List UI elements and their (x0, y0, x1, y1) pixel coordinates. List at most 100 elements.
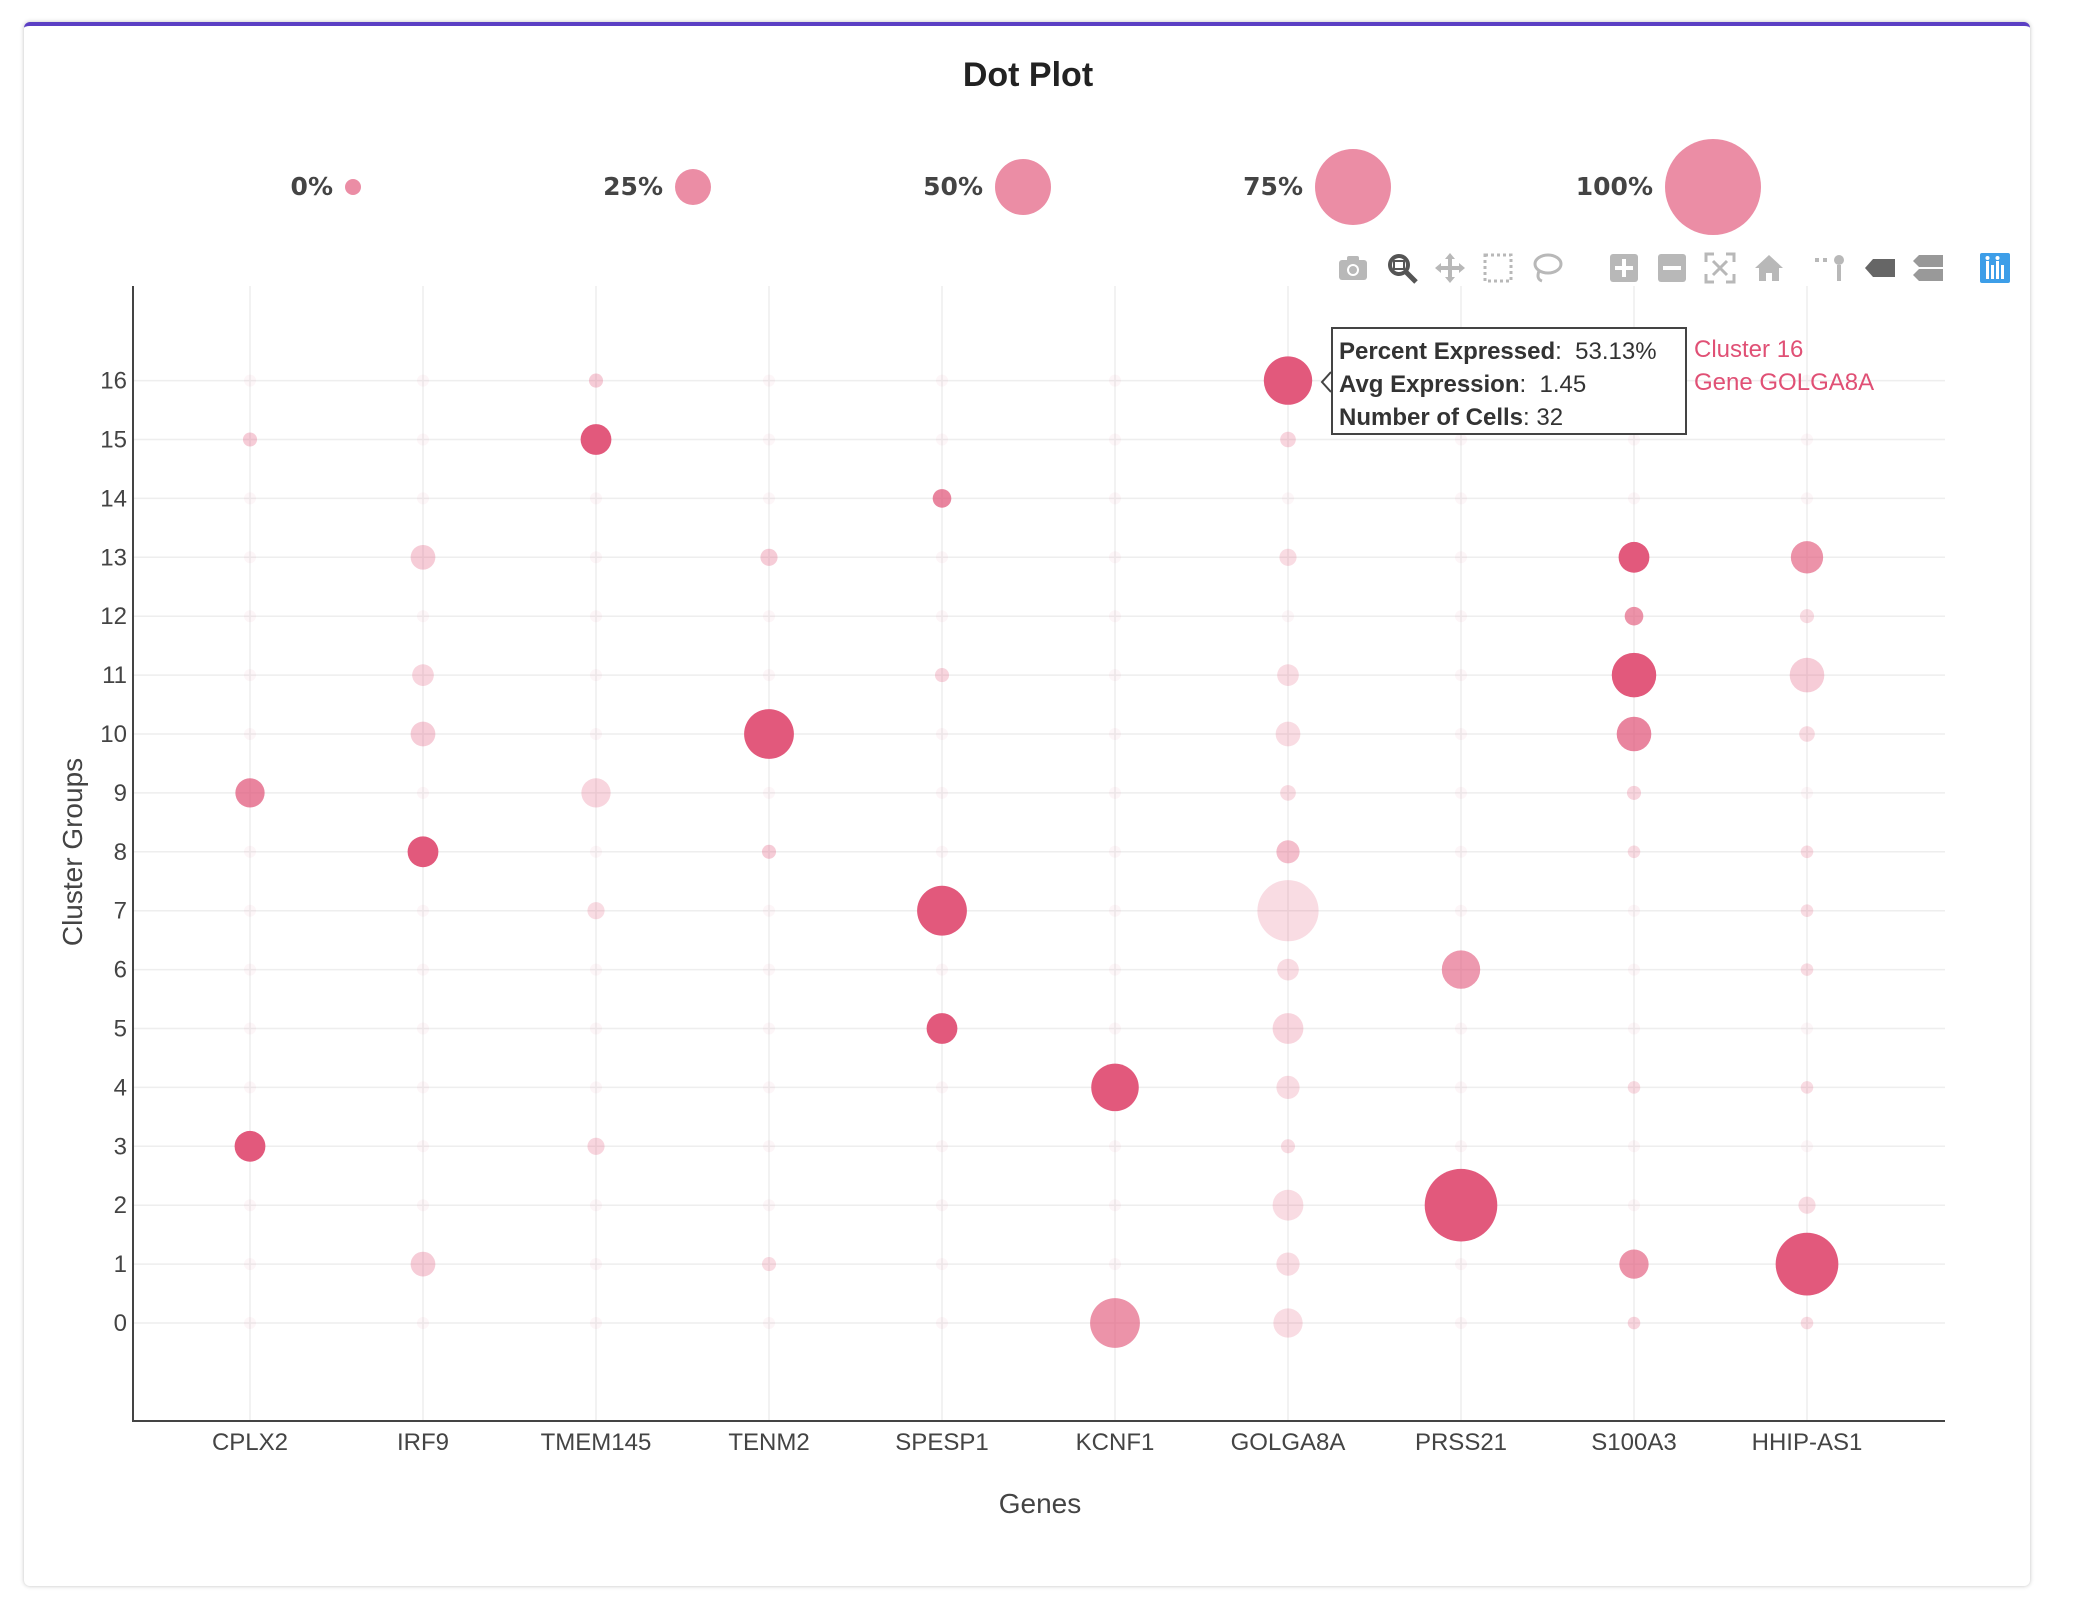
dot-marker-empty[interactable] (1628, 1199, 1640, 1212)
dot-marker-empty[interactable] (1628, 1022, 1640, 1035)
dot-marker-empty[interactable] (244, 963, 256, 976)
dot-marker[interactable] (1280, 1139, 1296, 1154)
dot-marker-empty[interactable] (1109, 963, 1121, 976)
dot-marker-empty[interactable] (1455, 1258, 1467, 1271)
dot-marker[interactable] (242, 432, 258, 447)
dot-marker-empty[interactable] (1801, 492, 1813, 505)
dot-marker[interactable] (760, 548, 778, 566)
dot-marker-empty[interactable] (1109, 1022, 1121, 1035)
dot-marker-empty[interactable] (1455, 1081, 1467, 1094)
dot-marker[interactable] (1277, 664, 1299, 686)
dot-marker[interactable] (588, 373, 604, 388)
dot-marker-empty[interactable] (936, 1258, 948, 1271)
dot-marker-empty[interactable] (244, 728, 256, 740)
dot-marker[interactable] (1789, 657, 1825, 693)
dot-marker[interactable] (1800, 963, 1814, 976)
dot-marker-empty[interactable] (1628, 904, 1640, 917)
dot-marker-empty[interactable] (1455, 1140, 1467, 1153)
dot-marker-empty[interactable] (244, 610, 256, 623)
dot-marker-empty[interactable] (936, 610, 948, 623)
dot-marker[interactable] (1627, 1316, 1641, 1330)
dot-marker-empty[interactable] (417, 1317, 429, 1329)
dot-marker-empty[interactable] (763, 904, 775, 917)
dot-marker[interactable] (1627, 1081, 1641, 1094)
dot-marker[interactable] (1272, 1013, 1304, 1044)
dot-marker[interactable] (1800, 845, 1814, 859)
dot-marker-empty[interactable] (763, 1199, 775, 1212)
dot-marker[interactable] (1273, 1308, 1303, 1338)
dot-marker-empty[interactable] (590, 1317, 602, 1329)
dot-marker-empty[interactable] (1628, 492, 1640, 505)
zoom-in-icon[interactable] (1607, 250, 1641, 286)
dot-marker-empty[interactable] (1109, 433, 1121, 446)
dot-marker-empty[interactable] (1455, 610, 1467, 623)
dot-marker-empty[interactable] (244, 845, 256, 858)
dot-marker-empty[interactable] (1109, 728, 1121, 740)
dot-marker-empty[interactable] (590, 492, 602, 505)
dot-marker-empty[interactable] (763, 433, 775, 446)
dot-marker[interactable] (1618, 541, 1650, 573)
dot-marker-empty[interactable] (1801, 1140, 1813, 1153)
dot-marker[interactable] (1277, 958, 1299, 981)
dot-marker-empty[interactable] (936, 374, 948, 387)
dot-marker-empty[interactable] (244, 492, 256, 505)
dot-marker-empty[interactable] (590, 1258, 602, 1271)
camera-icon[interactable] (1336, 250, 1370, 286)
dot-marker-empty[interactable] (936, 433, 948, 446)
dot-marker-empty[interactable] (590, 669, 602, 682)
zoom-icon[interactable] (1385, 250, 1419, 286)
dot-marker-empty[interactable] (417, 433, 429, 446)
zoom-out-icon[interactable] (1655, 250, 1689, 286)
spike-lines-icon[interactable] (1812, 250, 1846, 286)
dot-marker-empty[interactable] (936, 786, 948, 799)
dot-marker[interactable] (1276, 1075, 1300, 1099)
dot-marker-empty[interactable] (590, 1022, 602, 1035)
dot-marker-empty[interactable] (1109, 904, 1121, 917)
dot-marker[interactable] (581, 778, 611, 808)
dot-marker-empty[interactable] (936, 1081, 948, 1094)
dot-marker[interactable] (412, 664, 434, 686)
dot-marker[interactable] (587, 1137, 605, 1155)
dot-marker[interactable] (1276, 840, 1300, 864)
dot-marker[interactable] (761, 844, 777, 859)
dot-marker[interactable] (235, 778, 265, 808)
dot-marker-empty[interactable] (417, 1081, 429, 1094)
dot-marker[interactable] (410, 721, 436, 747)
dot-marker[interactable] (1775, 1232, 1839, 1296)
dot-marker-empty[interactable] (1109, 669, 1121, 682)
lasso-select-icon[interactable] (1530, 250, 1564, 286)
dot-marker-empty[interactable] (244, 1258, 256, 1271)
dot-marker-empty[interactable] (763, 1140, 775, 1153)
dot-marker[interactable] (1275, 721, 1301, 747)
dot-marker[interactable] (1441, 950, 1481, 989)
dot-marker[interactable] (1799, 726, 1815, 742)
dot-marker-empty[interactable] (1801, 374, 1813, 387)
dot-marker-empty[interactable] (1455, 551, 1467, 564)
dot-marker-empty[interactable] (1109, 1199, 1121, 1212)
dot-marker[interactable] (926, 1013, 958, 1044)
dot-marker-empty[interactable] (590, 1199, 602, 1212)
dot-marker-empty[interactable] (417, 963, 429, 976)
dot-marker-empty[interactable] (590, 610, 602, 623)
dot-marker-empty[interactable] (417, 492, 429, 505)
dot-marker-empty[interactable] (1109, 845, 1121, 858)
autoscale-icon[interactable] (1703, 250, 1737, 286)
dot-marker-empty[interactable] (1109, 786, 1121, 799)
dot-marker[interactable] (1624, 606, 1644, 626)
dot-marker[interactable] (1424, 1168, 1498, 1242)
dot-marker-empty[interactable] (1455, 492, 1467, 505)
dot-marker[interactable] (934, 668, 950, 683)
dot-marker-empty[interactable] (936, 1199, 948, 1212)
dot-marker-empty[interactable] (1455, 904, 1467, 917)
dot-marker-empty[interactable] (763, 669, 775, 682)
dot-marker-empty[interactable] (1455, 1022, 1467, 1035)
dot-marker-empty[interactable] (763, 374, 775, 387)
dot-marker-empty[interactable] (417, 1199, 429, 1212)
dot-marker-empty[interactable] (244, 1081, 256, 1094)
dot-marker-empty[interactable] (1455, 786, 1467, 799)
plotly-logo-icon[interactable] (1978, 250, 2012, 286)
dot-marker-empty[interactable] (763, 963, 775, 976)
dot-marker-empty[interactable] (1801, 433, 1813, 446)
dot-marker[interactable] (761, 1257, 777, 1272)
dot-marker[interactable] (410, 544, 436, 570)
